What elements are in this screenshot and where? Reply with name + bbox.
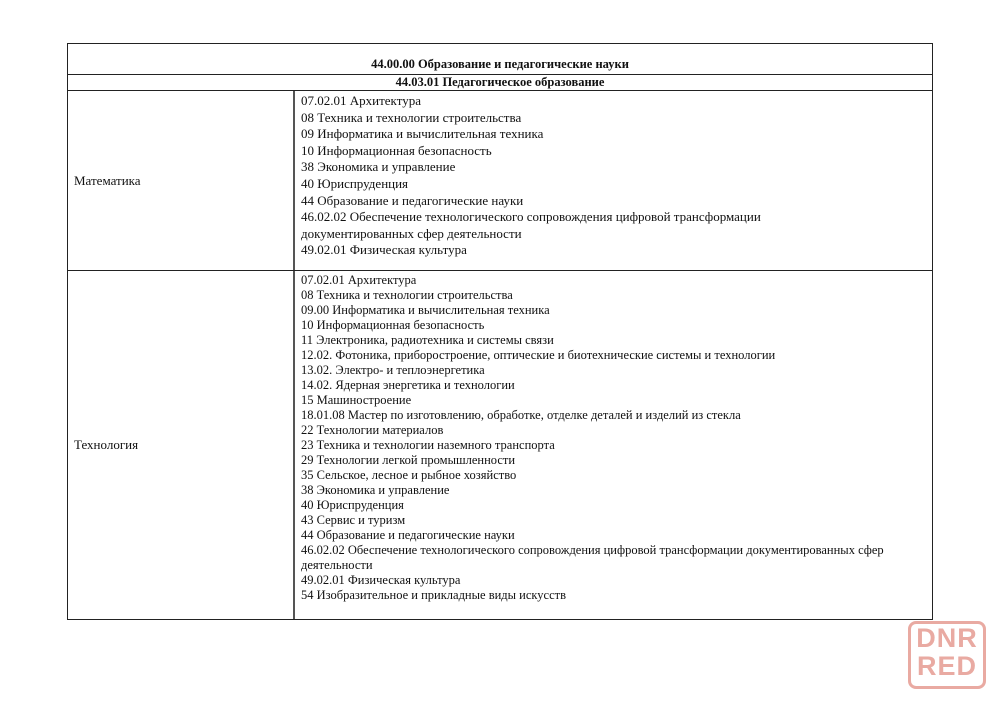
specialty-item: 09.00 Информатика и вычислительная техни… — [301, 303, 550, 317]
dnr-red-watermark-logo: DNR RED — [908, 621, 986, 689]
specialty-item: 10 Информационная безопасность — [301, 318, 485, 332]
specialty-item: 12.02. Фотоника, приборостроение, оптиче… — [301, 348, 776, 362]
specialty-item: 44 Образование и педагогические науки — [301, 192, 524, 208]
watermark-line: DNR — [916, 623, 978, 653]
specialty-item: 44 Образование и педагогические науки — [301, 528, 515, 542]
specialty-item: 15 Машиностроение — [301, 393, 412, 407]
specialty-item: 07.02.01 Архитектура — [301, 93, 421, 108]
table-row: Математика 07.02.01 Архитектура 08 Техник… — [68, 91, 932, 271]
specialty-item: 49.02.01 Физическая культура — [301, 573, 461, 587]
specialty-item: 54 Изобразительное и прикладные виды иск… — [301, 588, 567, 602]
specialty-list: 07.02.01 Архитектура 08 Техника и техноло… — [301, 93, 922, 259]
watermark-line: RED — [916, 651, 977, 681]
specialty-list: 07.02.01 Архитектура 08 Техника и техноло… — [301, 273, 922, 603]
specialty-item: 08 Техника и технологии строительства — [301, 288, 513, 302]
specialties-table: 44.00.00 Образование и педагогические на… — [67, 43, 933, 620]
specialty-item: 22 Технологии материалов — [301, 423, 444, 437]
table-row: Технология 07.02.01 Архитектура 08 Техник… — [68, 271, 932, 619]
specialty-item: документированных сфер деятельности — [301, 225, 522, 241]
table-header-group: 44.00.00 Образование и педагогические на… — [68, 44, 932, 75]
group-title: 44.00.00 Образование и педагогические на… — [371, 57, 629, 71]
specialty-item: 38 Экономика и управление — [301, 483, 450, 497]
specialty-item: 18.01.08 Мастер по изготовлению, обработ… — [301, 408, 741, 422]
specialty-item: 14.02. Ядерная энергетика и технологии — [301, 378, 515, 392]
specialty-item: 43 Сервис и туризм — [301, 513, 406, 527]
subject-cell: Математика — [68, 91, 295, 270]
specialty-item: 07.02.01 Архитектура — [301, 273, 417, 287]
specialty-item: 46.02.02 Обеспечение технологического со… — [301, 209, 761, 225]
specialty-item: 09 Информатика и вычислительная техника — [301, 126, 544, 142]
specialty-item: 40 Юриспруденция — [301, 498, 404, 512]
specialty-item: 08 Техника и технологии строительства — [301, 109, 522, 125]
specialty-item: 49.02.01 Физическая культура — [301, 242, 467, 258]
specialty-item: 10 Информационная безопасность — [301, 142, 492, 158]
specialty-item: 13.02. Электро- и теплоэнергетика — [301, 363, 485, 377]
specialty-item: 23 Техника и технологии наземного трансп… — [301, 438, 555, 452]
specialty-item: 46.02.02 Обеспечение технологического со… — [301, 543, 884, 557]
specialty-item: 35 Сельское, лесное и рыбное хозяйство — [301, 468, 517, 482]
specialty-item: 29 Технологии легкой промышленности — [301, 453, 516, 467]
specialty-item: деятельности — [301, 558, 373, 572]
specialty-item: 40 Юриспруденция — [301, 175, 409, 191]
specialty-item: 11 Электроника, радиотехника и системы с… — [301, 333, 554, 347]
subject-cell: Технология — [68, 271, 295, 619]
specialty-item: 38 Экономика и управление — [301, 159, 456, 175]
program-title: 44.03.01 Педагогическое образование — [68, 75, 932, 91]
